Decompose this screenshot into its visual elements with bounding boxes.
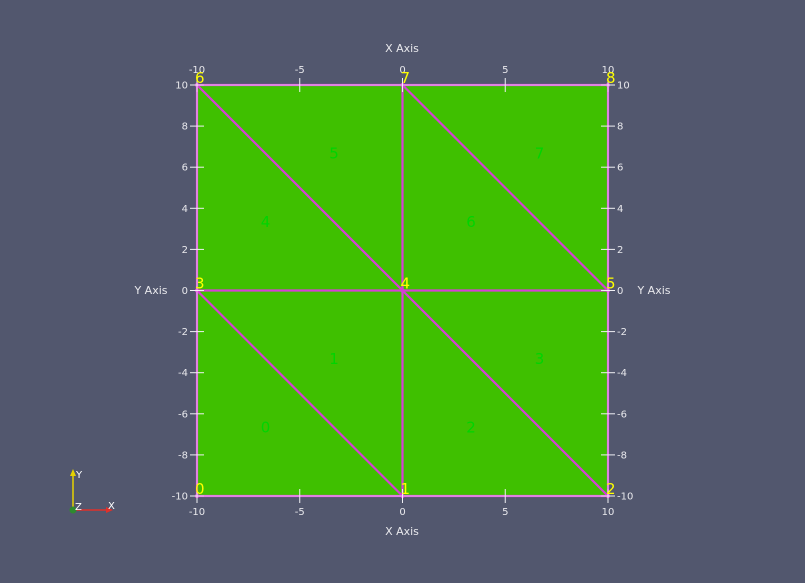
x-tick-label-bottom: -5 bbox=[295, 507, 305, 518]
node-id-label-7: 7 bbox=[401, 69, 411, 87]
y-tick-label-right: 0 bbox=[617, 286, 623, 297]
mesh-edge-1-3 bbox=[195, 289, 404, 498]
mesh-edge-4-6 bbox=[195, 83, 404, 292]
node-id-label-3: 3 bbox=[195, 275, 205, 293]
y-axis-title-left: Y Axis bbox=[133, 284, 167, 297]
x-tick-label-bottom: 5 bbox=[502, 507, 508, 518]
y-tick-label-right: 6 bbox=[617, 163, 623, 174]
node-id-label-4: 4 bbox=[401, 275, 411, 293]
y-tick-label-right: -6 bbox=[617, 409, 627, 420]
x-tick-label-bottom: -10 bbox=[189, 507, 205, 518]
node-id-label-2: 2 bbox=[606, 480, 616, 498]
x-tick-label-top: 5 bbox=[502, 65, 508, 76]
mesh-layer bbox=[194, 82, 611, 499]
y-tick-label-left: -2 bbox=[178, 327, 188, 338]
orientation-axes-widget: Y Z X bbox=[69, 469, 115, 514]
cell-id-label-6: 6 bbox=[466, 213, 476, 231]
x-tick-label-top: 0 bbox=[399, 65, 405, 76]
y-tick-label-left: 10 bbox=[175, 81, 188, 92]
y-tick-label-right: 10 bbox=[617, 81, 630, 92]
x-tick-label-top: -10 bbox=[189, 65, 205, 76]
y-tick-label-left: -4 bbox=[178, 368, 188, 379]
orientation-z-label: Z bbox=[75, 502, 82, 513]
id-labels: 0 1 2 3 4 5 6 7 8 0 1 2 3 4 5 6 7 bbox=[195, 69, 616, 498]
node-id-label-1: 1 bbox=[401, 480, 411, 498]
cell-id-label-1: 1 bbox=[329, 350, 339, 368]
y-tick-label-right: 2 bbox=[617, 245, 623, 256]
orientation-y-arrowhead bbox=[70, 469, 76, 476]
y-tick-label-right: 8 bbox=[617, 122, 623, 133]
y-tick-label-right: -4 bbox=[617, 368, 627, 379]
x-tick-label-top: -5 bbox=[295, 65, 305, 76]
y-tick-label-left: -6 bbox=[178, 409, 188, 420]
y-tick-label-left: 2 bbox=[182, 245, 188, 256]
node-id-label-5: 5 bbox=[606, 275, 616, 293]
orientation-z-axis bbox=[69, 506, 77, 514]
node-id-label-6: 6 bbox=[195, 69, 205, 87]
x-tick-label-top: 10 bbox=[602, 65, 615, 76]
cell-id-label-3: 3 bbox=[535, 350, 545, 368]
y-tick-label-left: 0 bbox=[182, 286, 188, 297]
y-tick-label-right: -10 bbox=[617, 492, 633, 503]
cell-id-label-5: 5 bbox=[329, 145, 339, 163]
cell-id-label-2: 2 bbox=[466, 419, 476, 437]
cell-id-label-7: 7 bbox=[535, 145, 545, 163]
y-axis-title-right: Y Axis bbox=[636, 284, 670, 297]
x-axis-title-bottom: X Axis bbox=[385, 525, 419, 538]
orientation-x-label: X bbox=[108, 501, 115, 512]
mesh-node-4 bbox=[400, 288, 405, 293]
y-tick-label-left: -10 bbox=[172, 492, 188, 503]
orientation-y-label: Y bbox=[75, 470, 83, 481]
y-tick-label-left: -8 bbox=[178, 450, 188, 461]
node-id-label-0: 0 bbox=[195, 480, 205, 498]
orientation-x-arrowhead bbox=[106, 507, 113, 513]
y-tick-label-right: -8 bbox=[617, 450, 627, 461]
x-tick-label-bottom: 10 bbox=[602, 507, 615, 518]
y-tick-label-right: -2 bbox=[617, 327, 627, 338]
cell-id-label-0: 0 bbox=[261, 419, 271, 437]
y-tick-label-left: 8 bbox=[182, 122, 188, 133]
cell-id-label-4: 4 bbox=[261, 213, 271, 231]
node-id-label-8: 8 bbox=[606, 69, 616, 87]
y-tick-label-left: 4 bbox=[182, 204, 188, 215]
x-axis-title-top: X Axis bbox=[385, 42, 419, 55]
y-tick-label-right: 4 bbox=[617, 204, 623, 215]
mesh-edge-2-4 bbox=[401, 289, 610, 498]
x-tick-label-bottom: 0 bbox=[399, 507, 405, 518]
y-tick-label-left: 6 bbox=[182, 163, 188, 174]
mesh-edge-5-7 bbox=[401, 83, 610, 292]
